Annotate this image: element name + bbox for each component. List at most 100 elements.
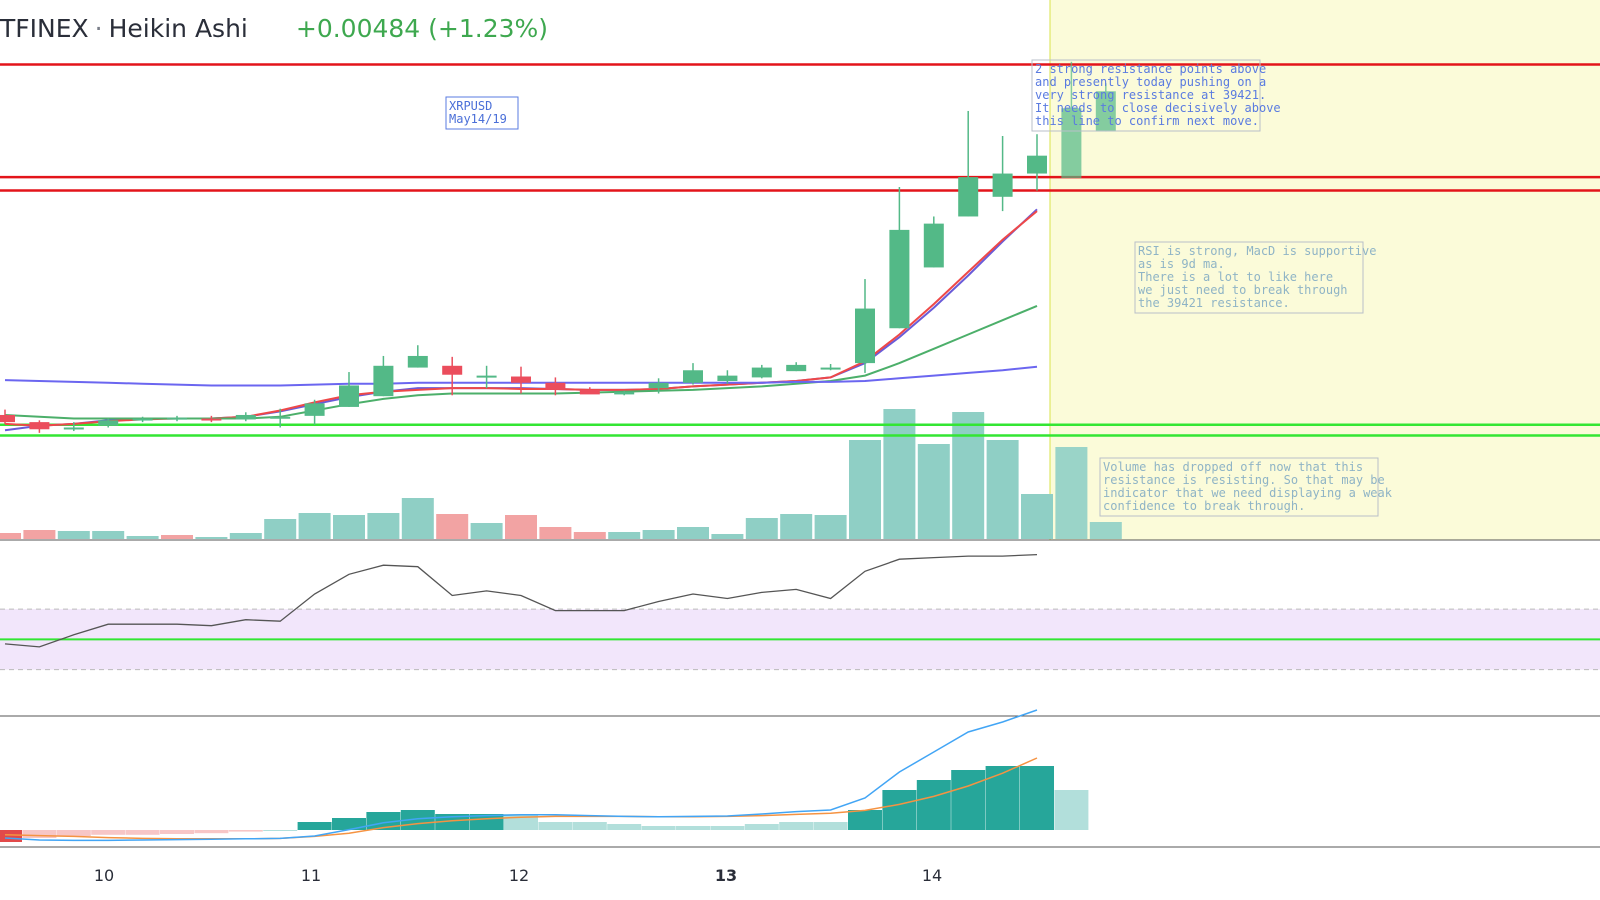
x-tick-label: 12 bbox=[509, 866, 529, 885]
volume-bar bbox=[883, 409, 916, 539]
macd-histogram-bar bbox=[297, 822, 332, 830]
macd-signal-line bbox=[4, 757, 1038, 840]
forecast-candle bbox=[1061, 61, 1082, 179]
symbol-label[interactable]: TFINEX bbox=[0, 14, 89, 43]
macd-histogram-bar bbox=[951, 770, 986, 830]
candle-body bbox=[751, 367, 772, 378]
volume-bar-forecast bbox=[1089, 522, 1122, 539]
label-box-box bbox=[445, 96, 519, 130]
candle bbox=[648, 378, 669, 394]
label-box-line: XRPUSD bbox=[449, 99, 492, 113]
candle-body bbox=[511, 376, 531, 383]
resistance-note-line: 2 strong resistance points above bbox=[1035, 62, 1266, 76]
volume-bar bbox=[23, 530, 56, 539]
candle-body bbox=[373, 365, 394, 397]
candle-body bbox=[132, 418, 153, 421]
candle-body bbox=[1027, 155, 1047, 174]
macd-histogram-bar-forecast bbox=[1054, 790, 1089, 830]
candle-body bbox=[304, 403, 325, 416]
volume-bar bbox=[1021, 494, 1053, 539]
candle-body bbox=[476, 375, 497, 378]
volume-bar bbox=[161, 535, 193, 539]
volume-bar bbox=[195, 537, 228, 539]
candle-body bbox=[958, 177, 979, 217]
macd-histogram-bar bbox=[332, 818, 366, 830]
candle-body bbox=[579, 389, 600, 395]
candle bbox=[132, 416, 153, 423]
volume-bar bbox=[367, 513, 400, 539]
volume-bar bbox=[298, 513, 331, 539]
candle bbox=[270, 408, 291, 428]
macd-histogram-bar bbox=[882, 790, 917, 830]
candle-body bbox=[717, 375, 738, 381]
candle-body bbox=[545, 382, 566, 390]
volume-bar bbox=[986, 440, 1019, 539]
candle bbox=[614, 390, 635, 396]
volume-bar bbox=[539, 527, 572, 539]
candle-body bbox=[614, 391, 635, 395]
macd-histogram-bar bbox=[985, 766, 1020, 830]
macd-histogram-bar bbox=[641, 826, 676, 830]
candle bbox=[683, 363, 703, 385]
volume-bar bbox=[780, 514, 813, 539]
x-tick-label: 14 bbox=[922, 866, 942, 885]
candle-body bbox=[235, 414, 256, 420]
macd-histogram-bar bbox=[538, 822, 573, 830]
macd-histogram-bar bbox=[228, 830, 263, 832]
candle-body bbox=[855, 308, 875, 364]
volume-bar bbox=[573, 532, 606, 539]
candle bbox=[0, 409, 15, 424]
volume-bar bbox=[917, 444, 950, 539]
volume-note-line: Volume has dropped off now that this bbox=[1103, 460, 1363, 474]
ma-purple-line bbox=[4, 208, 1038, 432]
macd-histogram-bar bbox=[22, 830, 57, 838]
x-tick-label: 13 bbox=[715, 866, 737, 885]
candle-body bbox=[1095, 91, 1116, 132]
macd-histogram-bar bbox=[263, 830, 298, 831]
volume-bar bbox=[436, 514, 469, 539]
volume-bar bbox=[608, 532, 641, 539]
ma-green-line bbox=[4, 304, 1038, 420]
macd-histogram-bar bbox=[0, 830, 22, 842]
volume-bar bbox=[126, 536, 159, 539]
macd-histogram-bar bbox=[91, 830, 126, 835]
candle bbox=[63, 422, 84, 432]
macd-histogram-bar bbox=[744, 824, 779, 830]
candle bbox=[992, 136, 1013, 212]
macd-histogram-bar bbox=[572, 822, 607, 830]
volume-note-box bbox=[1099, 457, 1379, 517]
macd-histogram-bar bbox=[676, 826, 710, 830]
candle-body bbox=[63, 427, 84, 430]
header-separator: · bbox=[94, 14, 103, 43]
candle bbox=[98, 418, 119, 428]
chart-style-label[interactable]: Heikin Ashi bbox=[108, 14, 248, 43]
resistance-note-line: and presently today pushing on a bbox=[1035, 75, 1266, 89]
candle-body bbox=[889, 229, 910, 329]
rsi-note-line: There is a lot to like here bbox=[1138, 270, 1333, 284]
resistance-note-box bbox=[1031, 59, 1261, 132]
macd-histogram-bar bbox=[916, 780, 951, 830]
macd-histogram-bar bbox=[160, 830, 194, 834]
volume-note-line: indicator that we need displaying a weak bbox=[1103, 486, 1393, 500]
volume-note-line: confidence to break through. bbox=[1103, 499, 1305, 513]
candle-body bbox=[407, 355, 428, 368]
volume-note: Volume has dropped off now that thisresi… bbox=[1099, 457, 1393, 517]
rsi-note-line: we just need to break through bbox=[1138, 283, 1348, 297]
candle bbox=[855, 279, 875, 373]
candle bbox=[29, 420, 50, 433]
volume-note-line: resistance is resisting. So that may be bbox=[1103, 473, 1385, 487]
candle bbox=[751, 364, 772, 379]
price-change: +0.00484 (+1.23%) bbox=[295, 14, 549, 43]
forecast-region bbox=[1050, 0, 1600, 540]
candle-body bbox=[0, 414, 15, 423]
candle-body bbox=[923, 223, 944, 268]
volume-bar bbox=[745, 518, 778, 539]
candle-body bbox=[270, 416, 291, 419]
volume-bar bbox=[264, 519, 297, 539]
volume-bar bbox=[470, 523, 503, 539]
macd-histogram-bar bbox=[125, 830, 160, 835]
